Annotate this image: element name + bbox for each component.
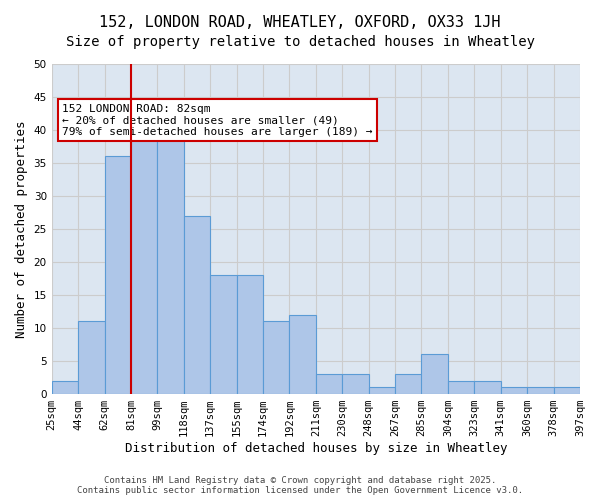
Text: 152 LONDON ROAD: 82sqm
← 20% of detached houses are smaller (49)
79% of semi-det: 152 LONDON ROAD: 82sqm ← 20% of detached… bbox=[62, 104, 373, 137]
Bar bbox=[395, 374, 421, 394]
Bar bbox=[263, 322, 289, 394]
Bar bbox=[104, 156, 131, 394]
Bar bbox=[342, 374, 368, 394]
Y-axis label: Number of detached properties: Number of detached properties bbox=[15, 120, 28, 338]
Bar bbox=[184, 216, 210, 394]
Bar bbox=[289, 315, 316, 394]
Bar bbox=[78, 322, 104, 394]
Bar bbox=[475, 381, 501, 394]
Bar bbox=[368, 388, 395, 394]
Bar bbox=[421, 354, 448, 394]
Bar bbox=[554, 388, 580, 394]
Bar bbox=[316, 374, 342, 394]
Bar bbox=[52, 381, 78, 394]
Text: Contains HM Land Registry data © Crown copyright and database right 2025.
Contai: Contains HM Land Registry data © Crown c… bbox=[77, 476, 523, 495]
Bar bbox=[157, 117, 184, 394]
X-axis label: Distribution of detached houses by size in Wheatley: Distribution of detached houses by size … bbox=[125, 442, 507, 455]
Bar bbox=[501, 388, 527, 394]
Text: Size of property relative to detached houses in Wheatley: Size of property relative to detached ho… bbox=[65, 35, 535, 49]
Bar bbox=[131, 117, 157, 394]
Text: 152, LONDON ROAD, WHEATLEY, OXFORD, OX33 1JH: 152, LONDON ROAD, WHEATLEY, OXFORD, OX33… bbox=[99, 15, 501, 30]
Bar bbox=[448, 381, 475, 394]
Bar bbox=[527, 388, 554, 394]
Bar bbox=[236, 276, 263, 394]
Bar bbox=[210, 276, 236, 394]
